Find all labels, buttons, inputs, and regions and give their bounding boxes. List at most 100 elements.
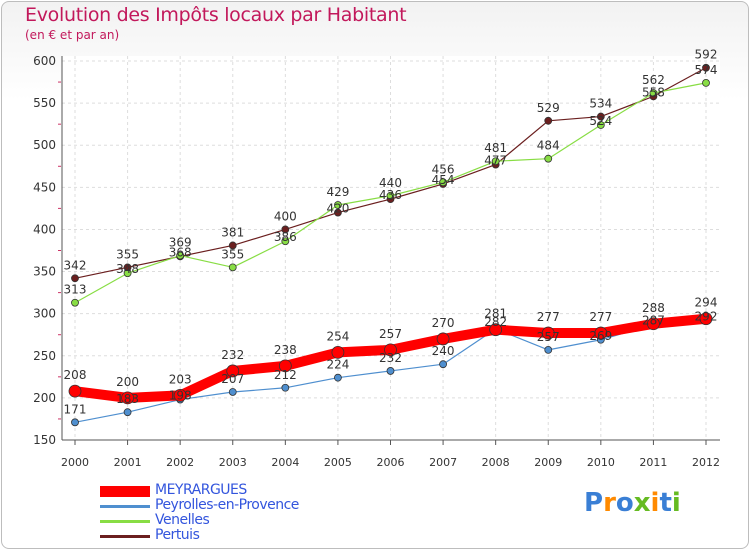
x-tick-label: 2008 [482, 456, 510, 469]
data-label: 288 [642, 301, 665, 315]
data-label: 456 [432, 162, 455, 176]
data-label: 562 [642, 73, 665, 87]
y-tick-label: 250 [33, 349, 56, 363]
data-point [489, 323, 503, 337]
data-point [596, 112, 605, 121]
data-label: 294 [695, 296, 718, 310]
data-label: 198 [169, 389, 192, 403]
x-tick-label: 2000 [61, 456, 89, 469]
data-point [176, 251, 185, 260]
x-tick-label: 2007 [429, 456, 457, 469]
data-label: 454 [432, 173, 455, 187]
data-point [439, 360, 447, 369]
data-point [334, 373, 342, 382]
data-label: 348 [116, 262, 139, 276]
data-label: 420 [326, 202, 349, 216]
data-label: 368 [169, 245, 192, 259]
data-point [544, 116, 553, 125]
data-label: 282 [484, 315, 507, 329]
data-point [386, 191, 395, 200]
data-label: 355 [221, 247, 244, 261]
legend-label-meyrargues: MEYRARGUES [155, 482, 247, 498]
data-label: 381 [221, 225, 244, 239]
x-tick-label: 2010 [587, 456, 615, 469]
data-point [281, 237, 290, 246]
data-point [228, 241, 237, 250]
data-label: 200 [116, 375, 139, 389]
data-label: 477 [484, 154, 507, 168]
data-point [544, 154, 553, 163]
data-label: 232 [221, 348, 244, 362]
data-label: 171 [64, 402, 87, 416]
data-label: 254 [326, 329, 349, 343]
data-label: 277 [589, 310, 612, 324]
y-tick-label: 500 [33, 138, 56, 152]
y-tick-label: 150 [33, 433, 56, 447]
data-label: 342 [64, 258, 87, 272]
data-label: 574 [695, 63, 718, 77]
y-tick-label: 300 [33, 307, 56, 321]
data-point [71, 418, 79, 427]
data-point [649, 89, 658, 97]
data-point [278, 359, 292, 373]
data-point [68, 384, 82, 398]
data-label: 287 [642, 314, 665, 328]
data-label: 269 [589, 329, 612, 343]
data-point [228, 388, 237, 396]
data-label: 484 [537, 139, 560, 153]
data-point [123, 269, 132, 278]
data-label: 386 [274, 230, 297, 244]
y-tick-label: 400 [33, 222, 56, 236]
y-tick-label: 450 [33, 180, 56, 194]
legend-label-peyrolles: Peyrolles-en-Provence [155, 497, 299, 513]
logo-letter: t [659, 488, 672, 518]
legend-label-venelles: Venelles [155, 512, 210, 528]
data-point [594, 326, 608, 340]
data-label: 232 [379, 351, 402, 365]
logo-letter: i [650, 488, 660, 518]
logo-letter: i [671, 488, 681, 518]
data-point [702, 63, 710, 72]
data-label: 257 [537, 330, 560, 344]
data-point [228, 263, 237, 272]
data-label: 277 [537, 310, 560, 324]
data-point [702, 78, 710, 87]
x-tick-label: 2011 [639, 456, 667, 469]
logo-letter: o [615, 488, 634, 518]
data-label: 440 [379, 176, 402, 190]
data-label: 203 [169, 372, 192, 386]
data-label: 534 [589, 97, 612, 111]
data-label: 313 [64, 283, 87, 297]
x-tick-label: 2012 [692, 456, 720, 469]
data-label: 481 [484, 141, 507, 155]
data-label: 292 [695, 309, 718, 323]
legend-swatch-pertuis [100, 535, 150, 538]
y-tick-label: 350 [33, 265, 56, 279]
data-label: 281 [484, 307, 507, 321]
data-label: 224 [326, 358, 349, 372]
data-label: 183 [116, 392, 139, 406]
data-point [544, 345, 553, 354]
data-label: 212 [274, 368, 297, 382]
chart-title: Evolution des Impôts locaux par Habitant [25, 4, 407, 26]
data-point [436, 332, 450, 346]
data-label: 436 [379, 188, 402, 202]
x-tick-label: 2001 [114, 456, 142, 469]
data-label: 208 [64, 368, 87, 382]
logo-letter: P [584, 488, 604, 518]
data-label: 240 [432, 344, 455, 358]
data-point [384, 343, 397, 357]
data-label: 592 [695, 48, 718, 62]
data-label: 369 [169, 236, 192, 250]
data-label: 524 [589, 114, 612, 128]
data-point [386, 367, 395, 375]
x-tick-label: 2002 [166, 456, 194, 469]
data-point [173, 388, 187, 402]
x-tick-label: 2009 [534, 456, 562, 469]
data-point [439, 178, 447, 187]
data-point [331, 346, 345, 359]
x-tick-label: 2003 [219, 456, 247, 469]
data-point [226, 364, 240, 378]
data-point [699, 312, 713, 326]
data-label: 207 [221, 372, 244, 386]
